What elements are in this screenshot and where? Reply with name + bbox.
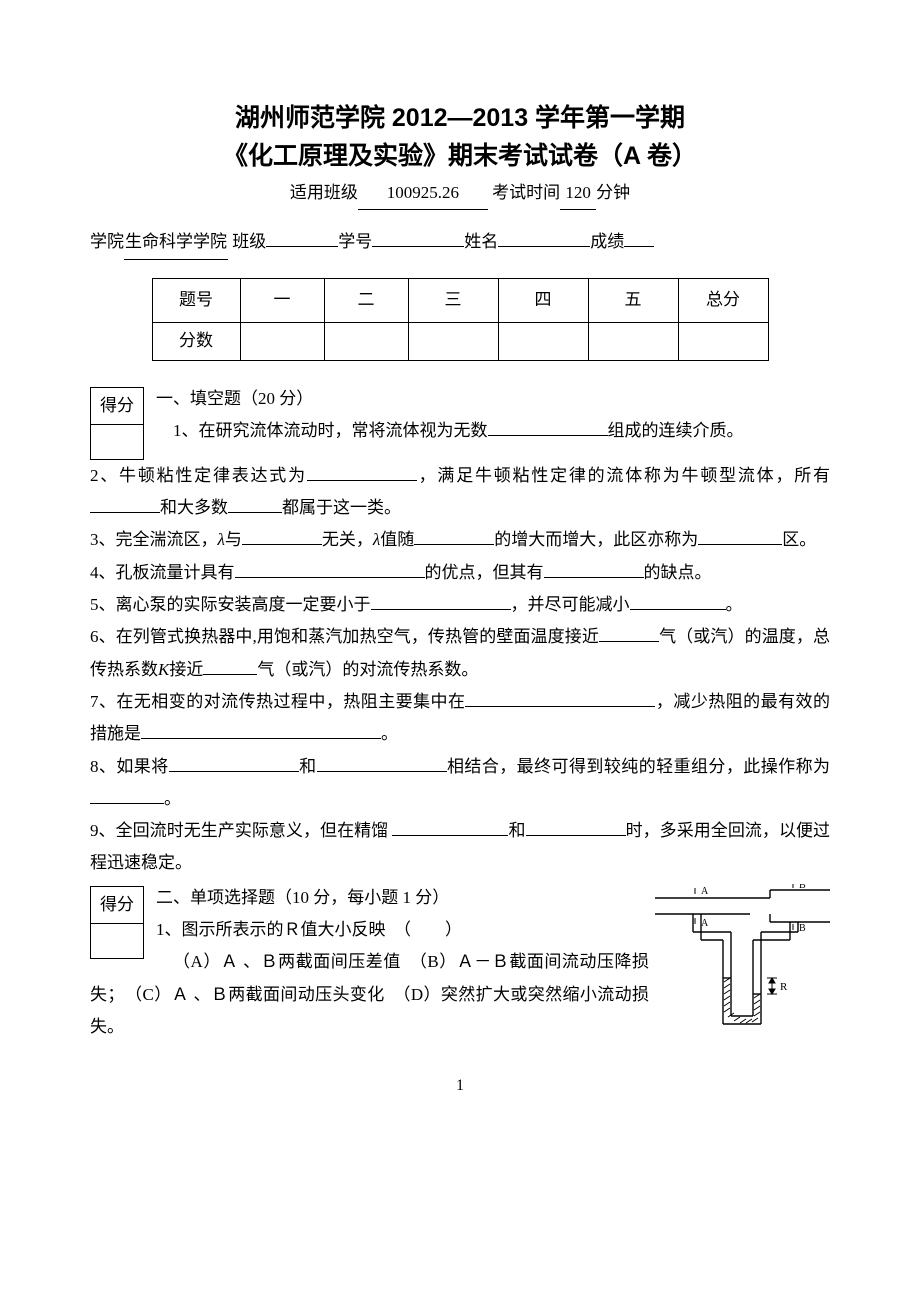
question-9: 9、全回流时无生产实际意义，但在精馏 和时，多采用全回流，以便过程迅速稳定。 bbox=[90, 815, 830, 880]
diagram-label-a: A bbox=[701, 886, 709, 897]
score-box-blank[interactable] bbox=[91, 924, 143, 958]
name-blank[interactable] bbox=[498, 246, 590, 247]
score-blank[interactable] bbox=[624, 246, 654, 247]
college-label: 学院 bbox=[90, 232, 124, 251]
blank[interactable] bbox=[235, 577, 425, 578]
title-line1: 湖州师范学院 2012—2013 学年第一学期 bbox=[90, 100, 830, 138]
col-4: 四 bbox=[498, 278, 588, 322]
title-block: 湖州师范学院 2012—2013 学年第一学期 《化工原理及实验》期末考试试卷（… bbox=[90, 100, 830, 210]
title-line2: 《化工原理及实验》期末考试试卷（A 卷） bbox=[90, 138, 830, 176]
score-cell[interactable] bbox=[324, 322, 408, 360]
score-box-label: 得分 bbox=[91, 887, 143, 924]
blank[interactable] bbox=[392, 835, 508, 836]
col-3: 三 bbox=[408, 278, 498, 322]
col-5: 五 bbox=[588, 278, 678, 322]
id-label: 学号 bbox=[338, 232, 372, 251]
question-8: 8、如果将和相结合，最终可得到较纯的轻重组分，此操作称为。 bbox=[90, 751, 830, 816]
blank[interactable] bbox=[465, 706, 655, 707]
score-cell[interactable] bbox=[588, 322, 678, 360]
question-6: 6、在列管式换热器中,用饱和蒸汽加热空气，传热管的壁面温度接近气（或汽）的温度，… bbox=[90, 621, 830, 686]
blank[interactable] bbox=[307, 480, 417, 481]
question-2: 2、牛顿粘性定律表达式为，满足牛顿粘性定律的流体称为牛顿型流体，所有和大多数都属… bbox=[90, 460, 830, 525]
lambda-symbol: λ bbox=[218, 530, 225, 549]
col-2: 二 bbox=[324, 278, 408, 322]
blank[interactable] bbox=[544, 577, 644, 578]
section-score-box: 得分 bbox=[90, 387, 144, 460]
name-label: 姓名 bbox=[464, 232, 498, 251]
class-label: 班级 bbox=[232, 232, 266, 251]
score-box-label: 得分 bbox=[91, 388, 143, 425]
question-7: 7、在无相变的对流传热过程中，热阻主要集中在，减少热阻的最有效的措施是。 bbox=[90, 686, 830, 751]
blank[interactable] bbox=[90, 803, 164, 804]
subtitle: 适用班级100925.26 考试时间120分钟 bbox=[90, 177, 830, 210]
blank[interactable] bbox=[242, 544, 322, 545]
blank[interactable] bbox=[698, 544, 782, 545]
duration: 120 bbox=[560, 177, 596, 210]
blank[interactable] bbox=[526, 835, 626, 836]
pipe-diagram: A B R B A bbox=[655, 884, 830, 1039]
diagram-label-r: R bbox=[780, 981, 788, 993]
k-symbol: K bbox=[158, 660, 169, 679]
score-cell[interactable] bbox=[678, 322, 768, 360]
blank[interactable] bbox=[203, 674, 257, 675]
subtitle-mid: 考试时间 bbox=[492, 183, 560, 202]
blank[interactable] bbox=[141, 738, 381, 739]
blank[interactable] bbox=[414, 544, 494, 545]
score-table-score-row: 分数 bbox=[152, 322, 768, 360]
score-table: 题号 一 二 三 四 五 总分 分数 bbox=[152, 278, 769, 361]
blank[interactable] bbox=[630, 609, 726, 610]
section1-heading: 一、填空题（20 分） bbox=[90, 383, 830, 415]
section-score-box: 得分 bbox=[90, 886, 144, 959]
score-row-label: 分数 bbox=[152, 322, 240, 360]
row-label: 题号 bbox=[152, 278, 240, 322]
score-label: 成绩 bbox=[590, 232, 624, 251]
blank[interactable] bbox=[599, 641, 659, 642]
page-number: 1 bbox=[90, 1071, 830, 1101]
score-table-header-row: 题号 一 二 三 四 五 总分 bbox=[152, 278, 768, 322]
col-1: 一 bbox=[240, 278, 324, 322]
question-4: 4、孔板流量计具有的优点，但其有的缺点。 bbox=[90, 557, 830, 589]
diagram-label-a2: A bbox=[701, 918, 709, 929]
blank[interactable] bbox=[371, 609, 511, 610]
class-blank[interactable] bbox=[266, 246, 338, 247]
diagram-label-b2: B bbox=[799, 884, 806, 891]
college-value: 生命科学学院 bbox=[124, 226, 228, 259]
col-total: 总分 bbox=[678, 278, 768, 322]
blank[interactable] bbox=[169, 771, 299, 772]
score-cell[interactable] bbox=[408, 322, 498, 360]
score-cell[interactable] bbox=[498, 322, 588, 360]
id-blank[interactable] bbox=[372, 246, 464, 247]
blank[interactable] bbox=[317, 771, 447, 772]
duration-suffix: 分钟 bbox=[596, 183, 630, 202]
question-5: 5、离心泵的实际安装高度一定要小于，并尽可能减小。 bbox=[90, 589, 830, 621]
score-cell[interactable] bbox=[240, 322, 324, 360]
blank[interactable] bbox=[90, 512, 160, 513]
subtitle-prefix: 适用班级 bbox=[290, 183, 358, 202]
student-info-line: 学院生命科学学院 班级 学号 姓名 成绩 bbox=[90, 226, 830, 259]
blank[interactable] bbox=[228, 512, 282, 513]
blank[interactable] bbox=[488, 435, 608, 436]
score-box-blank[interactable] bbox=[91, 425, 143, 459]
class-code: 100925.26 bbox=[358, 177, 488, 210]
question-1: 1、在研究流体流动时，常将流体视为无数组成的连续介质。 bbox=[90, 415, 830, 447]
question-3: 3、完全湍流区，λ与无关，λ值随的增大而增大，此区亦称为区。 bbox=[90, 524, 830, 556]
diagram-label-b: B bbox=[799, 923, 806, 934]
